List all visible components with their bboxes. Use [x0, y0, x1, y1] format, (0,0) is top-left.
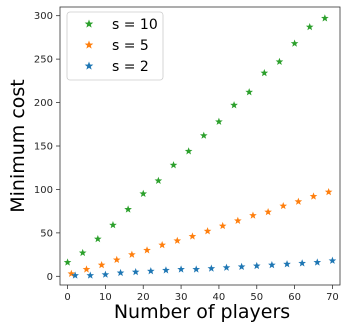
y-tick-label: 0 — [47, 272, 53, 283]
data-point — [154, 176, 163, 184]
data-point — [199, 131, 208, 139]
data-point — [63, 258, 72, 266]
data-point — [230, 101, 238, 109]
data-point — [252, 261, 261, 270]
legend-label: s = 10 — [112, 17, 158, 33]
x-axis-label: Number of players — [114, 301, 290, 322]
y-axis-ticks: 0 50 100 150 200 250 300 — [34, 11, 60, 283]
x-tick-label: 50 — [250, 292, 263, 303]
data-point — [222, 263, 231, 271]
data-point — [78, 248, 87, 257]
data-point — [264, 208, 272, 216]
x-tick-label: 70 — [326, 292, 339, 303]
data-point — [147, 267, 155, 275]
x-tick-label: 0 — [64, 292, 70, 303]
data-points — [63, 14, 337, 279]
data-point — [173, 236, 182, 244]
data-point — [328, 256, 337, 264]
legend-marker — [84, 61, 94, 70]
data-point — [283, 260, 291, 268]
data-point — [177, 265, 185, 273]
data-point — [158, 241, 166, 249]
data-point — [321, 14, 329, 22]
data-point — [184, 147, 193, 155]
data-point — [94, 234, 102, 243]
data-point — [128, 250, 136, 258]
data-point — [215, 117, 223, 125]
x-tick-label: 10 — [99, 292, 112, 303]
legend-label: s = 5 — [112, 38, 149, 54]
data-point — [245, 88, 253, 96]
y-tick-label: 100 — [34, 185, 53, 196]
y-tick-label: 50 — [40, 228, 53, 239]
y-tick-label: 150 — [34, 142, 53, 153]
data-point — [305, 22, 314, 31]
data-point — [218, 221, 227, 230]
y-axis-label: Minimum cost — [7, 79, 29, 213]
data-point — [109, 221, 117, 229]
y-tick-label: 300 — [34, 11, 53, 22]
x-axis-ticks: 0 10 20 30 40 50 60 70 — [64, 285, 339, 303]
data-point — [260, 69, 269, 77]
legend-box — [66, 11, 164, 81]
data-point — [162, 266, 170, 274]
data-point — [290, 39, 299, 47]
data-point — [309, 192, 318, 200]
x-tick-label: 30 — [175, 292, 188, 303]
data-point — [67, 269, 76, 277]
data-point — [86, 271, 95, 279]
series-0 — [63, 14, 329, 266]
data-point — [207, 264, 216, 272]
data-point — [71, 271, 79, 279]
y-tick-label: 200 — [34, 98, 53, 109]
data-point — [203, 227, 212, 235]
series-1 — [67, 188, 333, 277]
data-point — [298, 259, 306, 267]
legend: s = 10 s = 5 s = 2 — [66, 11, 164, 81]
data-point — [294, 197, 303, 205]
y-tick-label: 250 — [34, 55, 53, 66]
data-point — [143, 246, 151, 254]
legend-marker — [84, 19, 94, 28]
data-point — [268, 261, 276, 269]
data-point — [192, 265, 201, 273]
data-point — [101, 270, 110, 278]
legend-label: s = 2 — [112, 59, 149, 75]
data-point — [275, 57, 284, 65]
data-point — [188, 232, 197, 240]
x-tick-label: 40 — [213, 292, 226, 303]
data-point — [131, 267, 140, 276]
data-point — [313, 258, 322, 266]
x-tick-label: 60 — [288, 292, 301, 303]
data-point — [234, 216, 242, 224]
data-point — [249, 211, 257, 219]
x-tick-label: 20 — [137, 292, 150, 303]
data-point — [169, 161, 178, 169]
data-point — [279, 201, 288, 210]
data-point — [97, 261, 106, 269]
data-point — [124, 205, 132, 213]
data-point — [139, 189, 148, 198]
series-2 — [71, 256, 337, 279]
data-point — [112, 255, 121, 264]
data-point — [324, 188, 333, 196]
data-point — [116, 268, 125, 277]
data-point — [82, 265, 91, 273]
legend-marker — [84, 40, 94, 49]
data-point — [237, 262, 246, 270]
